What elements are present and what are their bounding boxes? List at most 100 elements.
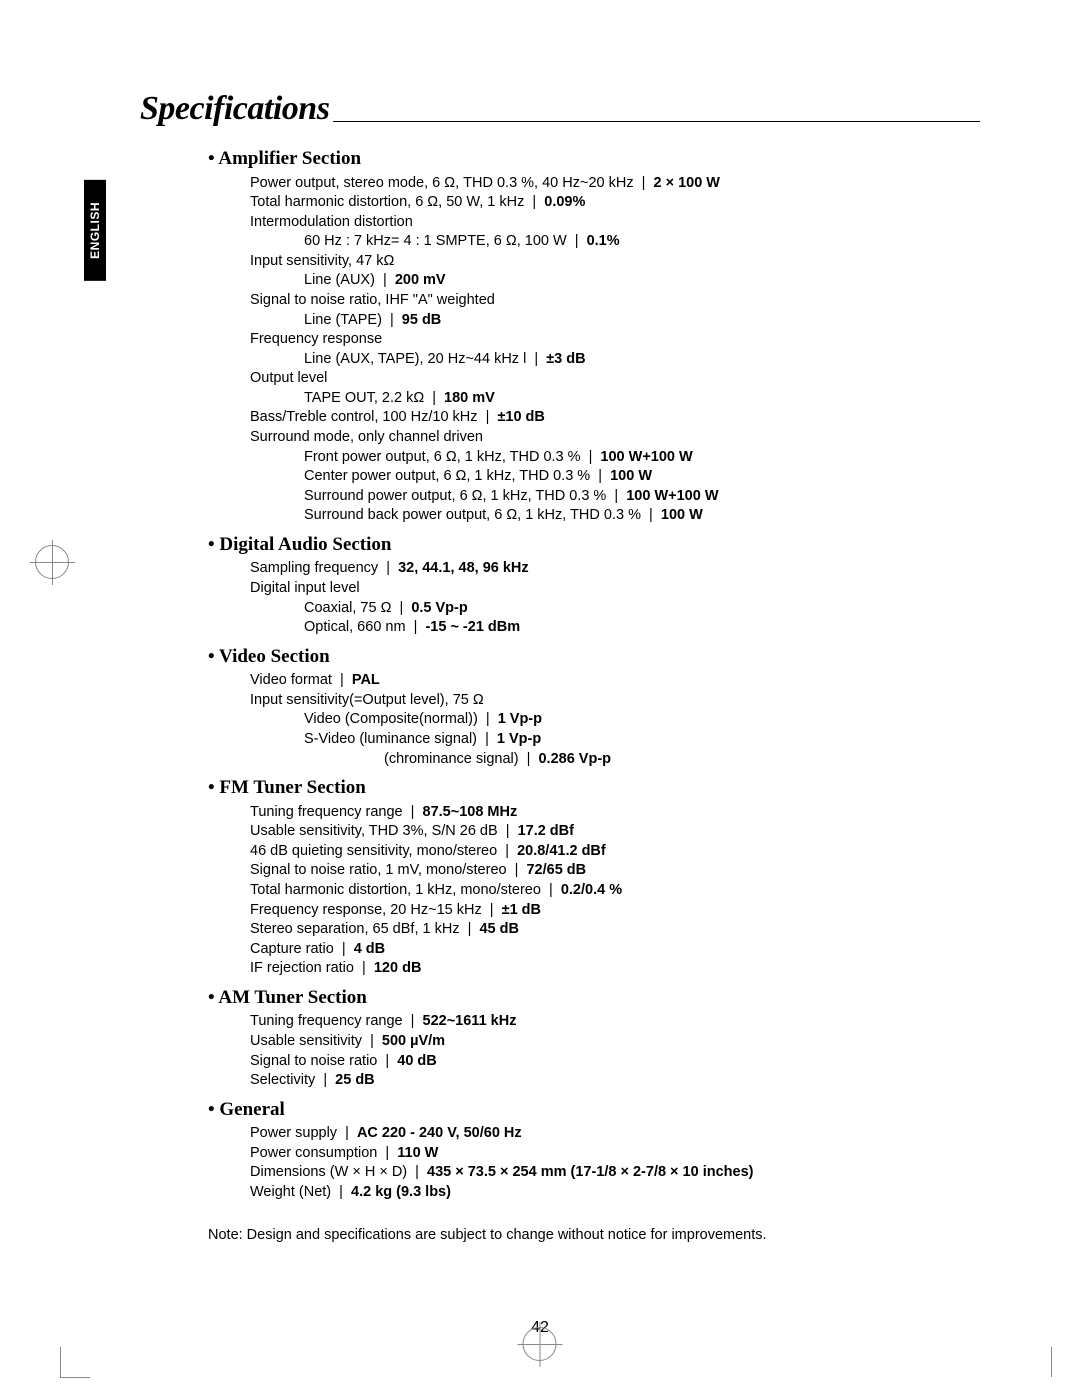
spec-separator: | [406, 619, 426, 635]
spec-row: Power output, stereo mode, 6 Ω, THD 0.3 … [250, 174, 980, 194]
section-amplifier-body: Power output, stereo mode, 6 Ω, THD 0.3 … [208, 174, 980, 526]
spec-value: 180 mV [444, 390, 495, 406]
spec-row: Line (AUX, TAPE), 20 Hz~44 kHz l | ±3 dB [304, 350, 980, 370]
crop-mark-left [30, 540, 75, 585]
spec-label: IF rejection ratio [250, 960, 354, 976]
spec-value: PAL [352, 672, 380, 688]
section-video-header: • Video Section [208, 644, 980, 670]
spec-row: Line (AUX) | 200 mV [304, 271, 980, 291]
spec-value: 2 × 100 W [653, 175, 720, 191]
section-general-body: Power supply | AC 220 - 240 V, 50/60 HzP… [208, 1124, 980, 1202]
spec-separator: | [478, 711, 498, 727]
spec-row: Surround mode, only channel driven [250, 428, 980, 448]
spec-label: Coaxial, 75 Ω [304, 600, 391, 616]
spec-label: Dimensions (W × H × D) [250, 1164, 407, 1180]
section-digital-body: Sampling frequency | 32, 44.1, 48, 96 kH… [208, 559, 980, 637]
spec-value: -15 ~ -21 dBm [425, 619, 520, 635]
spec-row: Usable sensitivity, THD 3%, S/N 26 dB | … [250, 822, 980, 842]
spec-row: Center power output, 6 Ω, 1 kHz, THD 0.3… [304, 467, 980, 487]
spec-value: 20.8/41.2 dBf [517, 843, 606, 859]
spec-separator: | [378, 560, 398, 576]
spec-row: Surround back power output, 6 Ω, 1 kHz, … [304, 506, 980, 526]
spec-value: 100 W+100 W [600, 449, 692, 465]
spec-label: Signal to noise ratio, 1 mV, mono/stereo [250, 862, 507, 878]
spec-row: Surround power output, 6 Ω, 1 kHz, THD 0… [304, 487, 980, 507]
section-fm-header: • FM Tuner Section [208, 775, 980, 801]
spec-row: Tuning frequency range | 522~1611 kHz [250, 1012, 980, 1032]
spec-label: Total harmonic distortion, 6 Ω, 50 W, 1 … [250, 194, 524, 210]
spec-label: Input sensitivity, 47 kΩ [250, 253, 394, 269]
section-video-body: Video format | PAL Input sensitivity(=Out… [208, 671, 980, 769]
spec-separator: | [377, 1053, 397, 1069]
spec-label: Total harmonic distortion, 1 kHz, mono/s… [250, 882, 541, 898]
spec-row: Intermodulation distortion [250, 213, 980, 233]
spec-separator: | [478, 409, 498, 425]
crop-mark-bottom-center [518, 1322, 563, 1367]
spec-row: Bass/Treble control, 100 Hz/10 kHz | ±10… [250, 408, 980, 428]
spec-label: Weight (Net) [250, 1184, 331, 1200]
spec-value: 1 Vp-p [497, 731, 541, 747]
spec-separator: | [331, 1184, 351, 1200]
spec-row: Optical, 660 nm | -15 ~ -21 dBm [304, 618, 980, 638]
section-am-body: Tuning frequency range | 522~1611 kHzUsa… [208, 1012, 980, 1090]
page-title: Specifications [140, 90, 333, 128]
spec-label: Output level [250, 370, 327, 386]
section-am-header: • AM Tuner Section [208, 985, 980, 1011]
spec-label: 60 Hz : 7 kHz= 4 : 1 SMPTE, 6 Ω, 100 W [304, 233, 567, 249]
spec-row: Line (TAPE) | 95 dB [304, 311, 980, 331]
spec-row: Capture ratio | 4 dB [250, 940, 980, 960]
spec-row: Sampling frequency | 32, 44.1, 48, 96 kH… [250, 559, 980, 579]
spec-row: Input sensitivity(=Output level), 75 Ω [250, 691, 980, 711]
spec-label: Power supply [250, 1125, 337, 1141]
spec-separator: | [403, 804, 423, 820]
spec-separator: | [477, 731, 497, 747]
page: Specifications ENGLISH • Amplifier Secti… [0, 0, 1080, 1283]
spec-label: Signal to noise ratio [250, 1053, 377, 1069]
spec-value: 17.2 dBf [518, 823, 574, 839]
section-amplifier-header: • Amplifier Section [208, 146, 980, 172]
spec-label: TAPE OUT, 2.2 kΩ [304, 390, 424, 406]
spec-value: 95 dB [402, 312, 442, 328]
spec-label: Video format [250, 672, 332, 688]
section-general-header: • General [208, 1097, 980, 1123]
spec-value: 100 W [610, 468, 652, 484]
spec-label: Line (TAPE) [304, 312, 382, 328]
spec-row: Power consumption | 110 W [250, 1144, 980, 1164]
title-rule [333, 121, 980, 122]
spec-label: Capture ratio [250, 941, 334, 957]
spec-row: Signal to noise ratio, 1 mV, mono/stereo… [250, 861, 980, 881]
spec-label: Sampling frequency [250, 560, 378, 576]
spec-row: 46 dB quieting sensitivity, mono/stereo … [250, 842, 980, 862]
spec-label: Usable sensitivity [250, 1033, 362, 1049]
spec-value: 32, 44.1, 48, 96 kHz [398, 560, 529, 576]
spec-value: 435 × 73.5 × 254 mm (17-1/8 × 2-7/8 × 10… [427, 1164, 753, 1180]
spec-label: Power output, stereo mode, 6 Ω, THD 0.3 … [250, 175, 634, 191]
spec-label: Bass/Treble control, 100 Hz/10 kHz [250, 409, 478, 425]
spec-separator: | [519, 751, 539, 767]
spec-separator: | [377, 1145, 397, 1161]
spec-value: 500 µV/m [382, 1033, 445, 1049]
spec-row: Weight (Net) | 4.2 kg (9.3 lbs) [250, 1183, 980, 1203]
spec-value: 25 dB [335, 1072, 375, 1088]
spec-row: Coaxial, 75 Ω | 0.5 Vp-p [304, 599, 980, 619]
spec-value: ±10 dB [497, 409, 544, 425]
spec-separator: | [581, 449, 601, 465]
spec-value: 40 dB [397, 1053, 437, 1069]
spec-label: Usable sensitivity, THD 3%, S/N 26 dB [250, 823, 498, 839]
spec-row: Power supply | AC 220 - 240 V, 50/60 Hz [250, 1124, 980, 1144]
spec-separator: | [334, 941, 354, 957]
spec-value: 87.5~108 MHz [423, 804, 518, 820]
spec-row: Frequency response, 20 Hz~15 kHz | ±1 dB [250, 901, 980, 921]
spec-row: Digital input level [250, 579, 980, 599]
spec-value: 0.5 Vp-p [411, 600, 467, 616]
spec-label: Signal to noise ratio, IHF "A" weighted [250, 292, 495, 308]
spec-value: 45 dB [479, 921, 519, 937]
spec-label: Surround back power output, 6 Ω, 1 kHz, … [304, 507, 641, 523]
spec-value: 72/65 dB [526, 862, 586, 878]
spec-label: Center power output, 6 Ω, 1 kHz, THD 0.3… [304, 468, 590, 484]
spec-separator: | [524, 194, 544, 210]
spec-row: TAPE OUT, 2.2 kΩ | 180 mV [304, 389, 980, 409]
spec-label: Surround power output, 6 Ω, 1 kHz, THD 0… [304, 488, 606, 504]
spec-separator: | [337, 1125, 357, 1141]
spec-label: Line (AUX) [304, 272, 375, 288]
